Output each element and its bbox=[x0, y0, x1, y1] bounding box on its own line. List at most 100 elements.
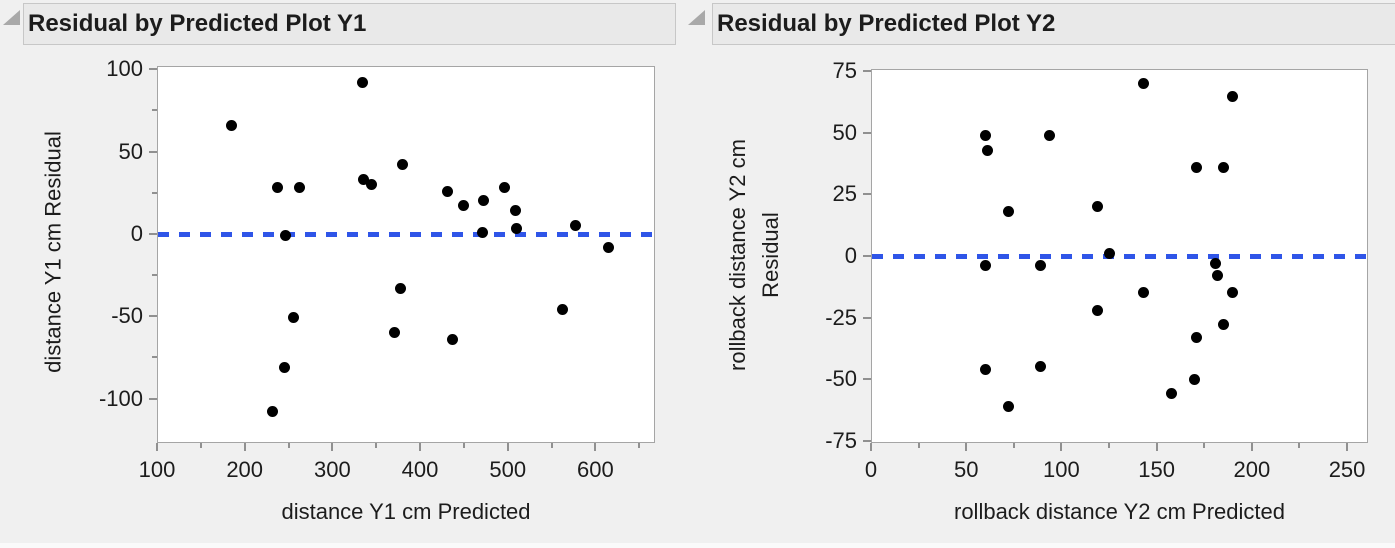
y-major-tick bbox=[863, 70, 871, 73]
data-point[interactable] bbox=[1210, 257, 1222, 269]
x-minor-tick bbox=[550, 443, 553, 448]
x-tick-label: 250 bbox=[1328, 457, 1366, 482]
data-point[interactable] bbox=[271, 182, 283, 194]
x-tick-label: 500 bbox=[489, 457, 527, 482]
data-point[interactable] bbox=[1166, 388, 1178, 400]
plot-area-y1[interactable] bbox=[157, 66, 655, 443]
x-major-tick bbox=[243, 443, 246, 451]
data-point[interactable] bbox=[446, 333, 458, 345]
y-tick-label: 0 bbox=[130, 220, 143, 246]
data-point[interactable] bbox=[1034, 260, 1046, 272]
data-point[interactable] bbox=[1044, 129, 1056, 141]
y-axis-label-y1: distance Y1 cm Residual bbox=[40, 131, 66, 373]
data-point[interactable] bbox=[1191, 161, 1203, 173]
disclosure-triangle-icon[interactable] bbox=[3, 10, 20, 25]
data-point[interactable] bbox=[267, 406, 279, 418]
x-tick-label: 100 bbox=[1043, 457, 1080, 482]
zero-reference-line bbox=[158, 231, 654, 237]
x-minor-tick bbox=[917, 443, 920, 448]
x-tick-label: 0 bbox=[864, 457, 878, 482]
x-minor-tick bbox=[1012, 443, 1015, 448]
data-point[interactable] bbox=[1227, 287, 1239, 299]
y-tick-label: -75 bbox=[825, 427, 857, 453]
y-tick-label: -25 bbox=[825, 304, 857, 330]
y-major-tick bbox=[149, 150, 157, 153]
x-minor-tick bbox=[1298, 443, 1301, 448]
data-point[interactable] bbox=[569, 220, 581, 232]
panel-title-bar-y2: Residual by Predicted Plot Y2 bbox=[712, 3, 1395, 45]
y-axis-label-line: Residual bbox=[758, 212, 783, 298]
y-major-tick bbox=[149, 397, 157, 400]
data-point[interactable] bbox=[979, 129, 991, 141]
x-minor-tick bbox=[199, 443, 202, 448]
x-tick-label: 50 bbox=[953, 457, 979, 482]
y-major-tick bbox=[863, 193, 871, 196]
x-major-tick bbox=[1250, 443, 1253, 451]
data-point[interactable] bbox=[476, 226, 488, 238]
data-point[interactable] bbox=[979, 363, 991, 375]
y-minor-tick bbox=[152, 109, 157, 112]
data-point[interactable] bbox=[458, 200, 470, 212]
data-point[interactable] bbox=[498, 182, 510, 194]
data-point[interactable] bbox=[1217, 161, 1229, 173]
data-point[interactable] bbox=[395, 282, 407, 294]
data-point[interactable] bbox=[280, 230, 292, 242]
data-point[interactable] bbox=[1002, 400, 1014, 412]
data-point[interactable] bbox=[389, 327, 401, 339]
y-tick-label: 0 bbox=[844, 243, 857, 268]
x-minor-tick bbox=[638, 443, 641, 448]
data-point[interactable] bbox=[396, 159, 408, 171]
y-tick-label: 50 bbox=[118, 138, 143, 164]
data-point[interactable] bbox=[981, 144, 993, 156]
x-tick-label: 400 bbox=[401, 457, 439, 482]
data-point[interactable] bbox=[226, 119, 238, 131]
x-major-tick bbox=[1346, 443, 1349, 451]
x-tick-label: 100 bbox=[138, 457, 176, 482]
data-point[interactable] bbox=[1137, 78, 1149, 90]
y-major-tick bbox=[863, 439, 871, 442]
y-axis-label-line: rollback distance Y2 cm bbox=[725, 139, 750, 371]
zero-reference-line bbox=[872, 254, 1367, 259]
data-point[interactable] bbox=[441, 185, 453, 197]
y-tick-label: 75 bbox=[832, 58, 857, 84]
y-major-tick bbox=[863, 378, 871, 381]
data-point[interactable] bbox=[1217, 319, 1229, 331]
data-point[interactable] bbox=[477, 195, 489, 207]
disclosure-triangle-icon[interactable] bbox=[688, 10, 705, 25]
y-major-tick bbox=[863, 316, 871, 319]
x-minor-tick bbox=[1108, 443, 1111, 448]
x-minor-tick bbox=[1203, 443, 1206, 448]
y-tick-label: -100 bbox=[98, 385, 143, 411]
data-point[interactable] bbox=[557, 304, 569, 316]
data-point[interactable] bbox=[1212, 270, 1224, 282]
x-tick-label: 150 bbox=[1138, 457, 1175, 482]
data-point[interactable] bbox=[1137, 287, 1149, 299]
x-major-tick bbox=[1060, 443, 1063, 451]
data-point[interactable] bbox=[357, 174, 369, 186]
data-point[interactable] bbox=[1191, 331, 1203, 343]
data-point[interactable] bbox=[1227, 90, 1239, 102]
data-point[interactable] bbox=[979, 260, 991, 272]
y-major-tick bbox=[149, 232, 157, 235]
data-point[interactable] bbox=[1002, 206, 1014, 218]
data-point[interactable] bbox=[1034, 361, 1046, 373]
y-minor-tick bbox=[152, 274, 157, 277]
x-tick-label: 600 bbox=[577, 457, 614, 482]
data-point[interactable] bbox=[1092, 201, 1104, 213]
y-tick-label: -50 bbox=[825, 366, 857, 392]
y-minor-tick bbox=[152, 191, 157, 194]
panel-title-bar-y1: Residual by Predicted Plot Y1 bbox=[23, 3, 676, 45]
data-point[interactable] bbox=[510, 205, 522, 217]
data-point[interactable] bbox=[1103, 248, 1115, 260]
data-point[interactable] bbox=[510, 223, 522, 235]
data-point[interactable] bbox=[366, 179, 378, 191]
data-point[interactable] bbox=[294, 182, 306, 194]
data-point[interactable] bbox=[278, 361, 290, 373]
y-major-tick bbox=[149, 315, 157, 318]
data-point[interactable] bbox=[1092, 304, 1104, 316]
data-point[interactable] bbox=[603, 241, 615, 253]
data-point[interactable] bbox=[288, 312, 300, 324]
data-point[interactable] bbox=[356, 76, 368, 88]
data-point[interactable] bbox=[1189, 373, 1201, 385]
x-major-tick bbox=[506, 443, 509, 451]
